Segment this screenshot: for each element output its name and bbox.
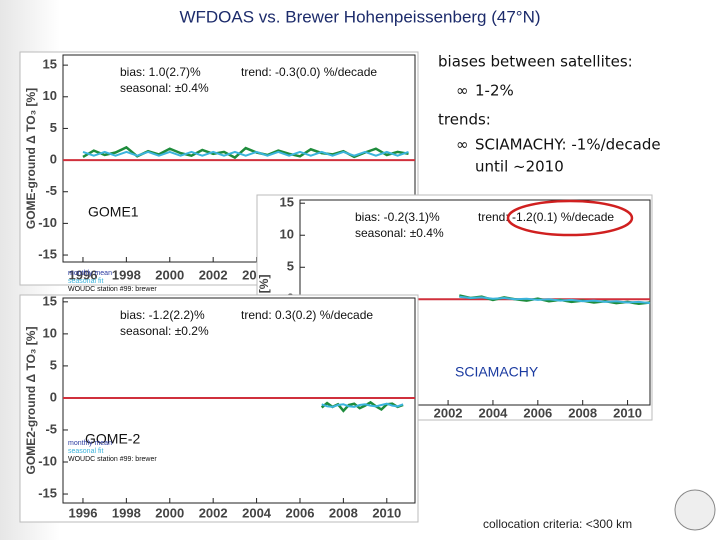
y-tick-label: 10 (280, 227, 294, 242)
y-tick-label: 5 (50, 357, 57, 372)
y-axis-label: GOME2-ground Δ TO₃ [%] (24, 327, 38, 475)
series-line (321, 402, 404, 408)
bullet-symbol: ∞ (456, 136, 469, 154)
y-tick-label: 10 (43, 88, 57, 103)
y-tick-label: -15 (38, 485, 57, 500)
x-tick-label: 2004 (478, 405, 508, 420)
bullet-text: trends: (438, 111, 491, 129)
legend-entry: seasonal fit (68, 448, 103, 455)
y-tick-label: 10 (43, 325, 57, 340)
y-tick-label: -10 (38, 453, 57, 468)
x-tick-label: 1996 (69, 505, 98, 520)
annotation: bias: 1.0(2.7)% (120, 65, 201, 79)
legend-note: WOUDC station #99: brewer (68, 286, 157, 293)
chart-panel: -15 -10 -5 0 5 10 15 1996 1998 2000 2002 2004 2006 20… (19, 293, 419, 523)
panel-label: GOME1 (88, 204, 139, 220)
x-tick-label: 2006 (523, 405, 552, 420)
panel-label: SCIAMACHY (455, 364, 539, 380)
slide-title: WFDOAS vs. Brewer Hohenpeissenberg (47°N… (179, 7, 540, 26)
annotation: bias: -0.2(3.1)% (355, 210, 440, 224)
legend-entry: seasonal fit (68, 278, 103, 285)
charts: -15 -10 -5 0 5 10 15 1996 1998 2000 2002 2004 2006 20… (19, 51, 653, 523)
y-tick-label: 0 (50, 389, 57, 404)
plot-frame (62, 297, 416, 504)
x-tick-label: 2008 (329, 505, 358, 520)
x-tick-label: 2002 (199, 505, 228, 520)
y-tick-label: 0 (50, 152, 57, 167)
annotation: seasonal: ±0.2% (120, 324, 209, 338)
annotation: seasonal: ±0.4% (120, 81, 209, 95)
y-tick-label: 15 (280, 195, 294, 210)
y-tick-label: 15 (43, 293, 57, 308)
y-tick-label: 5 (287, 259, 294, 274)
panel-label: GOME-2 (85, 431, 140, 447)
annotation: trend: -1.2(0.1) %/decade (478, 210, 614, 224)
y-tick-label: -5 (45, 183, 57, 198)
highlight-ellipse (506, 199, 634, 237)
x-tick-label: 1998 (112, 267, 141, 282)
series-line (82, 150, 409, 157)
bullet-text: until ~2010 (475, 158, 564, 176)
x-tick-label: 2010 (613, 405, 642, 420)
x-tick-label: 2002 (199, 267, 228, 282)
x-tick-label: 2004 (242, 505, 272, 520)
x-tick-label: 1996 (69, 267, 98, 282)
logo (674, 489, 716, 531)
x-tick-label: 2010 (372, 505, 401, 520)
annotation: trend: 0.3(0.2) %/decade (241, 308, 373, 322)
y-axis-label: GOME-ground Δ TO₃ [%] (24, 88, 38, 229)
bullet-text: SCIAMACHY: -1%/decade (475, 136, 661, 154)
x-tick-label: 2008 (568, 405, 597, 420)
x-tick-label: 1998 (112, 505, 141, 520)
series-line (459, 295, 651, 305)
y-tick-label: 5 (50, 120, 57, 135)
annotation: trend: -0.3(0.0) %/decade (241, 65, 377, 79)
y-tick-label: 15 (43, 57, 57, 72)
x-tick-label: 2006 (286, 505, 315, 520)
x-tick-label: 2000 (155, 505, 184, 520)
legend-note: WOUDC station #99: brewer (68, 456, 157, 463)
x-tick-label: 2000 (155, 267, 184, 282)
annotation: seasonal: ±0.4% (355, 226, 444, 240)
legend-entry: monthly mean (68, 440, 112, 447)
y-tick-label: -5 (45, 421, 57, 436)
annotation: bias: -1.2(2.2)% (120, 308, 205, 322)
y-tick-label: -15 (38, 246, 57, 261)
x-tick-label: 2002 (434, 405, 463, 420)
legend-entry: monthly mean (68, 270, 112, 277)
bullet-text: biases between satellites: (438, 53, 633, 71)
bullet-symbol: ∞ (456, 82, 469, 100)
y-tick-label: -10 (38, 215, 57, 230)
bullet-text: 1-2% (475, 82, 514, 100)
footer: collocation criteria: <300 km (483, 517, 632, 531)
